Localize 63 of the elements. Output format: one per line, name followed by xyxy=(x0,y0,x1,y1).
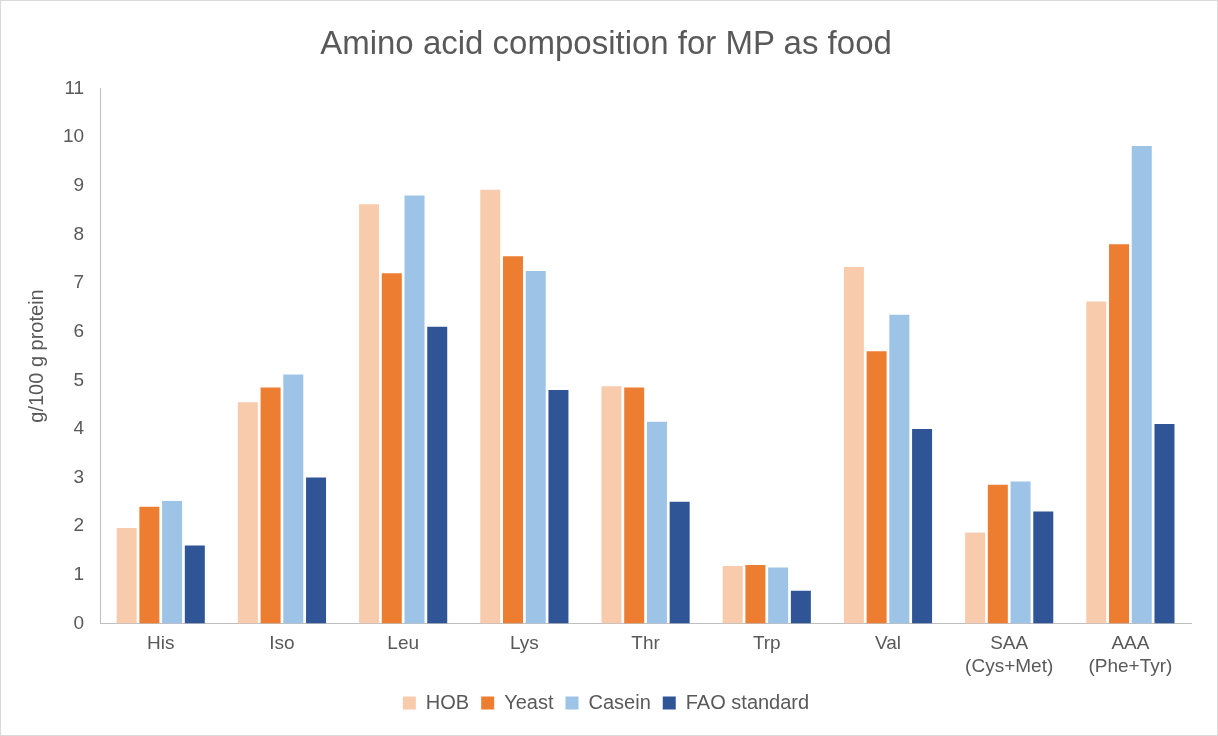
bar xyxy=(116,528,137,624)
y-tick-label: 11 xyxy=(64,76,85,98)
bar xyxy=(237,402,258,624)
bar xyxy=(1010,481,1031,624)
y-tick-label: 3 xyxy=(73,465,85,487)
y-tick-label: 5 xyxy=(73,368,85,390)
y-tick-label: 7 xyxy=(73,271,85,293)
bar xyxy=(548,390,569,624)
bar xyxy=(866,351,887,624)
bar xyxy=(790,590,811,624)
bar xyxy=(139,506,160,624)
bar xyxy=(1131,145,1152,624)
bar xyxy=(427,326,448,624)
x-tick-label: Leu xyxy=(387,632,419,654)
bar xyxy=(987,484,1008,624)
bar xyxy=(1033,511,1054,624)
bar xyxy=(646,421,667,624)
y-tick-label: 2 xyxy=(73,514,85,536)
x-tick-label: Iso xyxy=(269,632,295,654)
bar xyxy=(503,256,523,624)
y-tick-label: 4 xyxy=(73,417,85,439)
y-tick-label: 8 xyxy=(73,222,85,244)
bar xyxy=(843,267,864,624)
bar xyxy=(306,477,327,624)
bar xyxy=(381,273,402,624)
x-tick-label: Val xyxy=(874,632,902,654)
bar xyxy=(283,374,304,624)
bar xyxy=(1086,301,1107,624)
chart-title: Amino acid composition for MP as food xyxy=(320,23,892,61)
legend-label: HOB xyxy=(425,690,470,713)
bar xyxy=(965,532,986,624)
x-tick-label: AAA (Phe+Tyr) xyxy=(1088,632,1173,676)
bar xyxy=(162,500,183,624)
bar xyxy=(745,565,766,624)
x-tick-label: SAA (Cys+Met) xyxy=(965,632,1054,676)
legend-label: Yeast xyxy=(504,690,554,713)
y-axis-title: g/100 g protein xyxy=(24,289,47,423)
x-tick-label: Thr xyxy=(631,632,661,654)
bar xyxy=(624,387,645,624)
bar xyxy=(669,501,690,624)
y-tick-label: 6 xyxy=(73,319,85,341)
bar xyxy=(1109,244,1130,624)
x-tick-label: Lys xyxy=(509,632,539,654)
y-tick-label: 9 xyxy=(73,174,85,196)
y-tick-label: 10 xyxy=(62,125,85,147)
bar xyxy=(601,386,622,624)
bar xyxy=(889,314,910,624)
y-tick-label: 0 xyxy=(73,611,85,633)
legend-label: FAO standard xyxy=(685,690,810,713)
bar xyxy=(184,545,205,624)
bar xyxy=(359,204,380,624)
bar xyxy=(722,566,743,624)
bar xyxy=(1154,424,1175,624)
legend-label: Casein xyxy=(588,690,651,713)
bar xyxy=(480,189,501,624)
bar xyxy=(912,428,933,624)
bar xyxy=(404,195,425,624)
x-tick-label: Trp xyxy=(752,632,781,654)
x-tick-label: His xyxy=(147,632,175,654)
bar xyxy=(260,387,281,624)
y-tick-label: 1 xyxy=(73,563,85,585)
bar xyxy=(525,270,546,624)
bar xyxy=(768,567,789,624)
